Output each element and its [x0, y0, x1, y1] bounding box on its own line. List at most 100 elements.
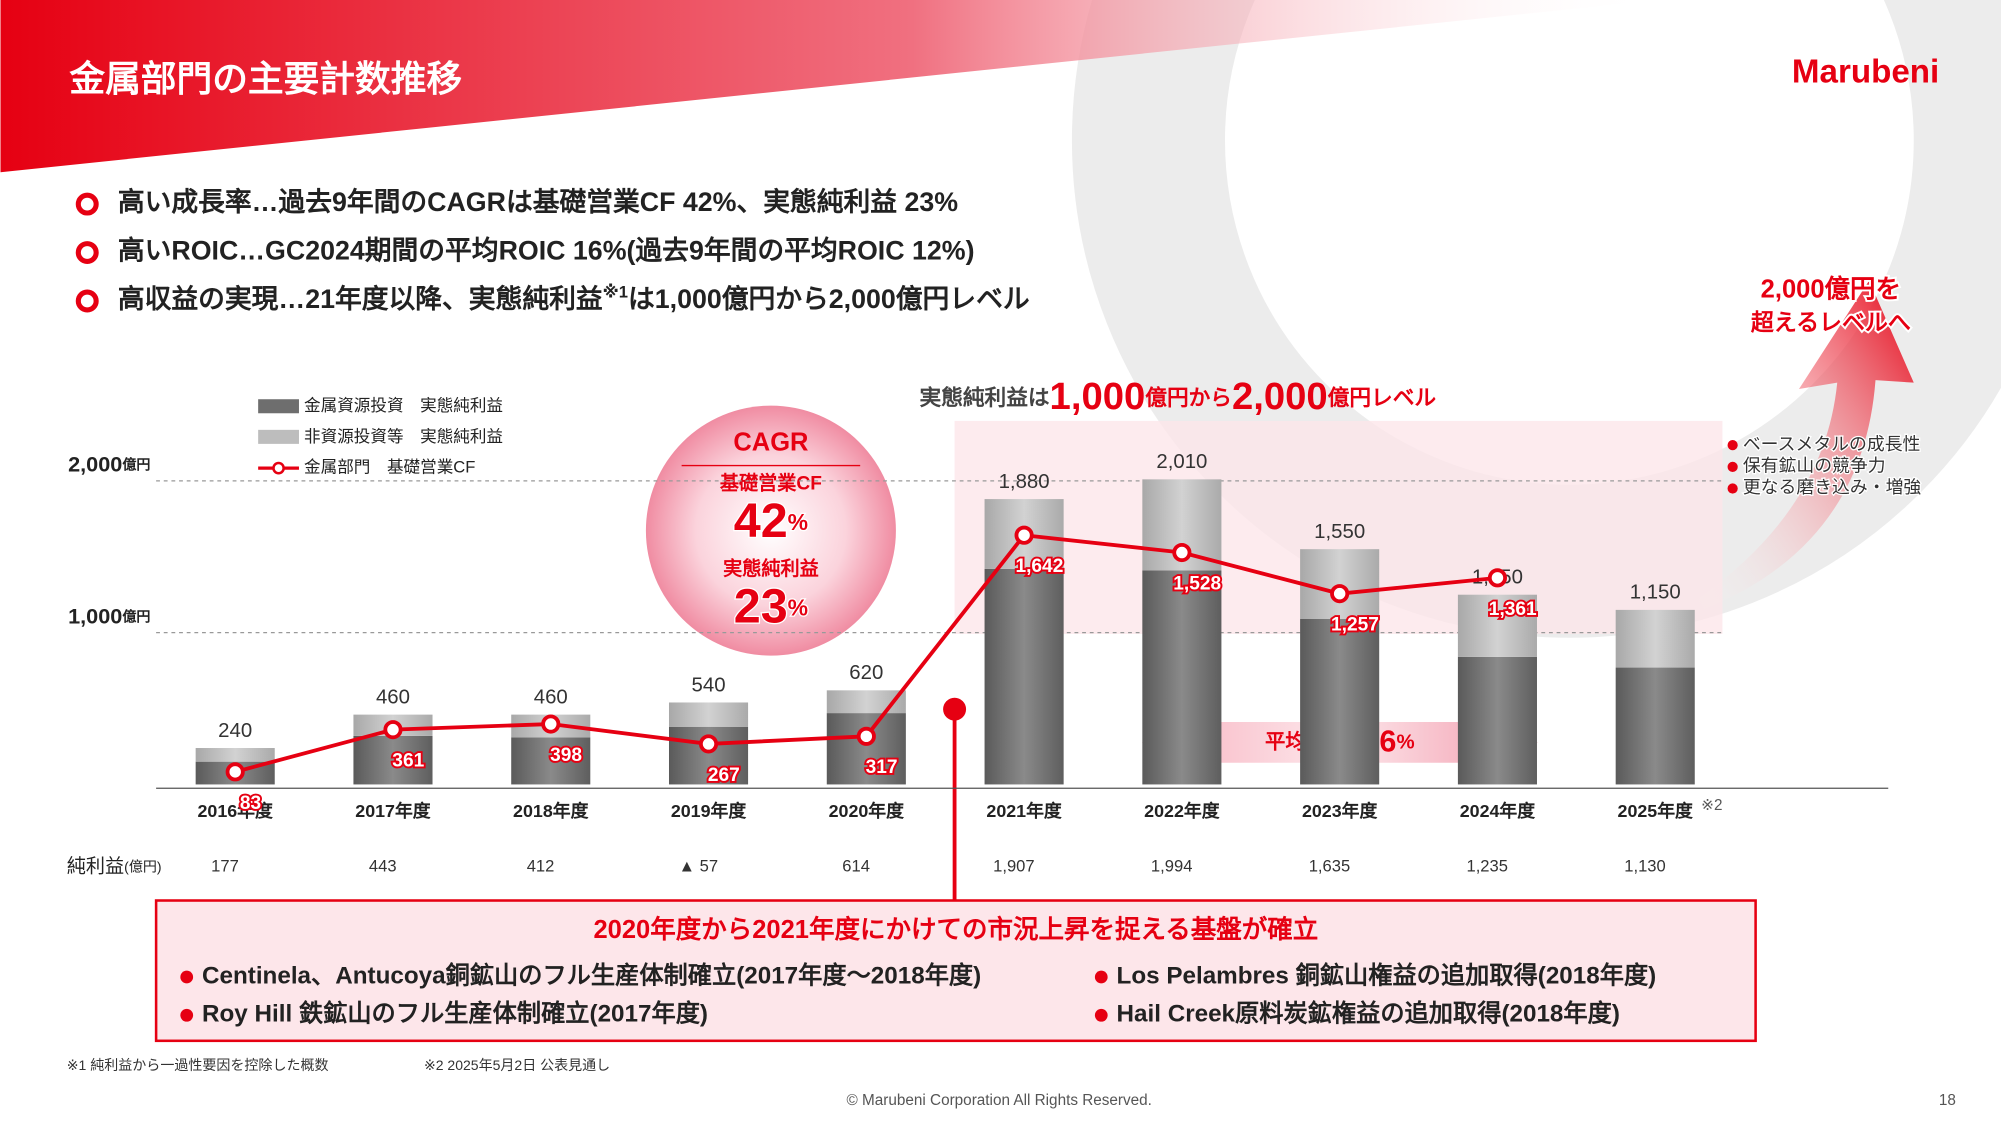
net-profit: 1,235: [1466, 857, 1508, 876]
x-tick-label: 2019年度: [671, 800, 747, 821]
bar: [1615, 609, 1695, 668]
total-label: 1,880: [999, 471, 1050, 493]
net-profit: ▲ 57: [679, 857, 718, 876]
box-item: Roy Hill 鉄鉱山のフル生産体制確立(2017年度): [202, 1000, 708, 1028]
cagr-label: 基礎営業CF: [720, 472, 822, 495]
box-item: Centinela、Antucoya銅鉱山のフル生産体制確立(2017年度～20…: [202, 961, 981, 989]
t: 実態純利益は: [920, 385, 1050, 410]
t: 42: [734, 494, 788, 548]
x-tick-label: 2025年度: [1618, 800, 1694, 821]
point: [1487, 568, 1508, 588]
page-number: 18: [1939, 1092, 1956, 1109]
cagr-title: CAGR: [733, 429, 808, 457]
bar: [1615, 667, 1695, 785]
bullet-part: 高収益の実現…21年度以降、実態純利益: [118, 283, 603, 314]
dot: [1094, 970, 1108, 984]
x-tick-label: 2016年度: [197, 800, 273, 821]
x-tick-label: 2018年度: [513, 800, 589, 821]
dot: [180, 1008, 194, 1022]
legend-swatch: [258, 429, 299, 444]
t: 23: [734, 579, 788, 633]
t: %: [788, 595, 808, 621]
total-label: 1,550: [1314, 521, 1365, 543]
total-label: 240: [218, 720, 252, 742]
bullet-part: 高いROIC…GC2024期間の平均ROIC 16%(過去9年間の平均ROIC …: [118, 235, 975, 266]
headline: 実態純利益は1,000億円から2,000億円レベル: [920, 375, 1437, 418]
dot: [1727, 440, 1738, 451]
t: %: [1396, 732, 1414, 754]
point-label: 361: [392, 751, 424, 772]
footnote: ※2 2025年5月2日 公表見通し: [424, 1057, 610, 1073]
dot: [1727, 461, 1738, 472]
t: 1,000: [68, 603, 122, 628]
driver: ベースメタルの成長性: [1743, 434, 1921, 454]
category-note: ※2: [1701, 797, 1722, 814]
total-label: 460: [376, 686, 410, 708]
net-profit: 1,907: [993, 857, 1035, 876]
t: 億円から: [1145, 385, 1232, 410]
box-item: Hail Creek原料炭鉱権益の追加取得(2018年度): [1117, 1000, 1620, 1028]
bar: [353, 735, 433, 785]
net-profit: 614: [842, 857, 870, 876]
dot: [180, 970, 194, 984]
total-label: 620: [849, 662, 883, 684]
point-label: 1,257: [1331, 615, 1379, 636]
title: 金属部門の主要計数推移: [68, 59, 462, 99]
net-profit: 1,130: [1624, 857, 1666, 876]
x-tick-label: 2020年度: [829, 800, 905, 821]
point: [856, 726, 876, 746]
bullet-part: 高い成長率…過去9年間のCAGRは基礎営業CF 42%、実態純利益 23%: [118, 186, 958, 217]
t: 2,000: [68, 451, 122, 476]
bar: [195, 748, 275, 762]
point-label: 317: [866, 757, 898, 778]
bar: [668, 702, 749, 727]
point: [1014, 525, 1034, 545]
point-label: 267: [708, 765, 740, 786]
net-profit: 443: [369, 857, 397, 876]
logo: Marubeni: [1792, 54, 1939, 91]
bullet-part: は1,000億円から2,000億円レベル: [628, 284, 1030, 314]
t: (億円): [124, 858, 161, 874]
point-label: 83: [240, 793, 261, 814]
bar: [511, 737, 591, 785]
bullet-icon: [75, 289, 99, 313]
legend-label: 金属部門 基礎営業CF: [304, 457, 475, 476]
total-label: 2,010: [1156, 451, 1207, 473]
net-profit-label: 純利益(億円): [67, 855, 162, 877]
point: [1172, 542, 1192, 563]
point-label: 1,361: [1489, 599, 1537, 620]
driver: 保有鉱山の競争力: [1743, 456, 1886, 476]
t: 億円: [122, 456, 150, 472]
point: [698, 734, 719, 754]
point: [541, 714, 561, 734]
point-label: 398: [550, 745, 582, 766]
cagr-label: 実態純利益: [723, 557, 819, 580]
driver: 更なる磨き込み・増強: [1743, 477, 1922, 497]
total-label: 1,150: [1630, 582, 1681, 604]
t: 2,000: [1232, 375, 1328, 418]
dot: [1094, 1008, 1108, 1022]
bullet-icon: [75, 241, 99, 265]
t: 億円レベル: [1328, 385, 1437, 410]
bullet: 高い成長率…過去9年間のCAGRは基礎営業CF 42%、実態純利益 23%: [118, 186, 958, 217]
bar: [1142, 570, 1222, 785]
t: 億円: [122, 608, 150, 624]
y-tick-label: 1,000億円: [68, 603, 150, 628]
bar: [1300, 618, 1380, 785]
total-label: 460: [534, 686, 568, 708]
bar: [1457, 594, 1537, 657]
net-profit: 1,635: [1309, 857, 1351, 876]
total-label: 540: [692, 674, 726, 696]
y-tick-label: 2,000億円: [68, 451, 150, 476]
box-item: Los Pelambres 銅鉱山権益の追加取得(2018年度): [1117, 961, 1657, 989]
legend-label: 金属資源投資 実態純利益: [304, 396, 503, 415]
legend-swatch: [272, 461, 285, 475]
copyright: © Marubeni Corporation All Rights Reserv…: [846, 1092, 1151, 1109]
x-tick-label: 2022年度: [1144, 800, 1220, 821]
target: 超えるレベルへ: [1751, 309, 1911, 335]
bullet: 高収益の実現…21年度以降、実態純利益※1は1,000億円から2,000億円レベ…: [118, 283, 1030, 314]
bar: [826, 713, 906, 785]
bullet-icon: [75, 192, 99, 216]
point-label: 1,528: [1173, 573, 1221, 594]
